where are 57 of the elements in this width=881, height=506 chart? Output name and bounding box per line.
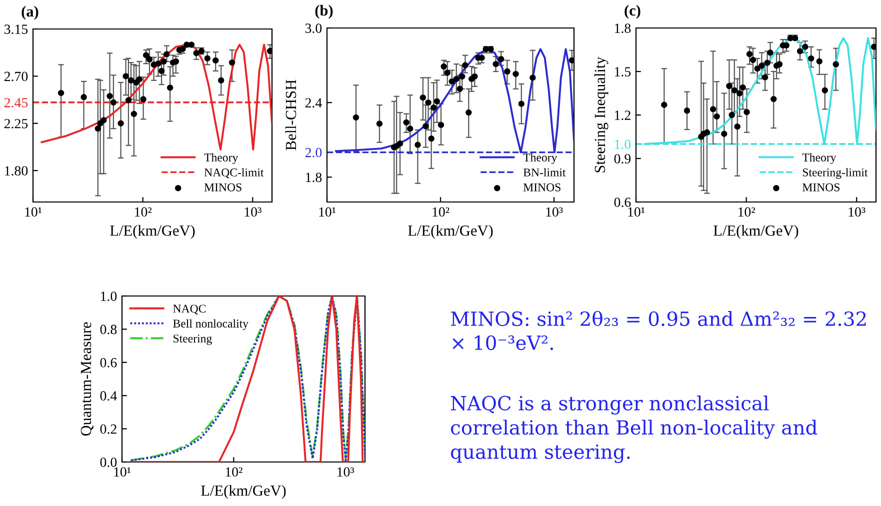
y-tick-label: 0.6 [100,358,117,368]
y-tick-label: 1.8 [306,172,322,182]
y-tick-label: 2.70 [4,72,28,82]
y-tick-label: 2.45 [4,98,28,108]
y-tick-label: 3.0 [305,24,322,34]
x-tick-label: 10³ [848,207,866,217]
x-tick-label: 10¹ [319,207,336,217]
y-tick-label: 2.0 [305,148,322,158]
legend-label: NAQC-limit [204,168,264,178]
legend-label: Theory [802,153,836,164]
legend-label: Steering [174,334,212,345]
y-tick-label: 0.4 [100,391,117,401]
x-tick-label: 10¹ [114,467,131,477]
y-tick-label: 1.0 [615,140,631,150]
y-tick-label: 2.4 [305,98,322,108]
y-tick-label: 2.25 [4,118,28,128]
x-tick-label: 10¹ [628,207,645,217]
legend-label: MINOS [523,183,560,192]
y-tick-label: 1.2 [615,110,630,120]
legend-label: Theory [204,153,238,164]
x-axis-title: L/E(km/GeV) [714,225,798,239]
y-axis-title: Steering Inequality [594,56,608,172]
y-tick-label: 1.80 [5,166,28,176]
y-tick-label: 1.0 [101,292,117,302]
chart-title: (a) [22,6,38,20]
legend-label: Theory [523,153,558,164]
y-tick-label: 0.2 [100,424,116,434]
y-axis-title: Bell-CHSH [285,80,296,150]
x-tick-label: 10² [135,207,152,217]
x-tick-label: 10³ [244,207,262,217]
x-axis-title: L/E(km/GeV) [110,225,195,239]
legend-label: NAQC [173,304,206,314]
text: MINOS: sin² 2θ₂₃ = 0.95 and Δm²₃₂ = 2.32 × 10⁻³eV². [450,310,866,350]
y-tick-label: 0.6 [614,198,631,208]
legend-label: Steering-limit [802,168,868,179]
text: NAQC is a stronger nonclassical correlation than Bell non-locality and quantum steering. [450,395,818,464]
legend-label: Bell nonlocality [173,319,248,330]
chart-title: (b) [315,4,333,19]
y-tick-label: 1.8 [615,24,631,34]
legend-label: MINOS [204,183,242,192]
legend-label: MINOS [802,183,840,192]
x-tick-label: 10² [432,207,450,217]
y-tick-label: 3.15 [4,24,28,34]
x-tick-label: 10² [738,207,755,217]
y-axis-title: Quantum-Measure [80,322,94,436]
x-tick-label: 10² [226,467,242,477]
chart-title: (c) [624,4,640,19]
x-axis-title: L/E(km/GeV) [408,225,493,239]
x-tick-label: 10³ [338,467,354,477]
y-tick-label: 1.5 [615,67,631,77]
y-tick-label: 0.8 [100,324,117,334]
y-tick-label: 0.9 [614,154,631,164]
y-tick-label: 0.0 [100,458,117,468]
x-tick-label: 10³ [546,207,563,217]
x-tick-label: 10¹ [25,207,42,217]
x-axis-title: L/E(km/GeV) [201,485,286,499]
legend-label: BN-limit [523,168,566,176]
